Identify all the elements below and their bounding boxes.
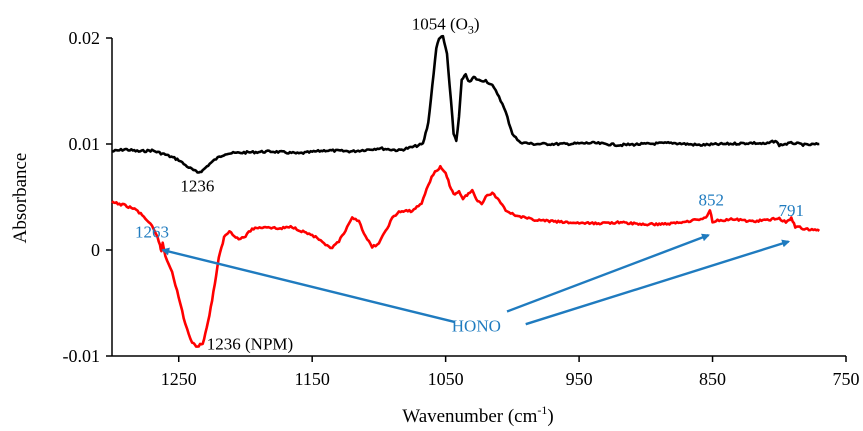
y-tick-label-1: 0.01 (69, 134, 101, 154)
y-tick-label-0: 0.02 (69, 28, 101, 48)
annotation-o3-sub: 3 (468, 23, 474, 37)
hono-arrow-0 (161, 247, 456, 324)
series-line-1 (111, 164, 821, 348)
annotation-p1263: 1263 (135, 222, 169, 241)
hono-arrow-2 (525, 239, 791, 326)
x-axis-title-main: Wavenumber (cm (402, 406, 537, 427)
ticks (106, 37, 847, 362)
x-tick-label-5: 750 (833, 369, 860, 389)
x-tick-label-4: 850 (699, 369, 726, 389)
annotation-o3: 1054 (O3) (412, 15, 480, 37)
x-tick-label-0: 1250 (161, 369, 197, 389)
y-tick-label-3: -0.01 (63, 346, 101, 366)
x-axis-title-end: ) (547, 406, 553, 427)
arrow-layer (161, 233, 791, 326)
annotation-o3-text: 1054 (O (412, 15, 468, 34)
annotation-p791-text: 791 (779, 201, 805, 220)
annotation-hono-text: HONO (452, 317, 501, 336)
x-tick-label-1: 1150 (295, 369, 330, 389)
annotation-layer: 1054 (O3) 1236 1236 (NPM) 1263 852 791 HONO (135, 15, 804, 354)
x-tick-label-2: 1050 (428, 369, 464, 389)
axes (111, 38, 846, 357)
annotation-black-1236-text: 1236 (180, 177, 214, 196)
x-tick-label-3: 950 (566, 369, 593, 389)
tick-labels: 1250 1150 1050 950 850 750 0.02 0.01 0 -0.01 (63, 28, 860, 389)
annotation-p852: 852 (698, 190, 724, 209)
annotation-npm-text: 1236 (NPM) (207, 335, 293, 354)
x-axis-title: Wavenumber (cm-1) (402, 403, 553, 427)
annotation-p791: 791 (779, 201, 805, 220)
annotation-p1263-text: 1263 (135, 222, 169, 241)
x-axis-title-superscript: -1 (537, 403, 547, 417)
annotation-black-1236: 1236 (180, 177, 214, 196)
annotation-npm: 1236 (NPM) (207, 335, 293, 354)
y-tick-label-2: 0 (91, 240, 100, 260)
series-layer (111, 34, 821, 348)
y-axis-title: Absorbance (10, 153, 31, 244)
annotation-hono: HONO (452, 317, 501, 336)
hono-arrow-1 (506, 233, 710, 313)
annotation-o3-end: ) (474, 15, 480, 34)
annotation-p852-text: 852 (698, 190, 724, 209)
series-line-0 (111, 34, 820, 174)
